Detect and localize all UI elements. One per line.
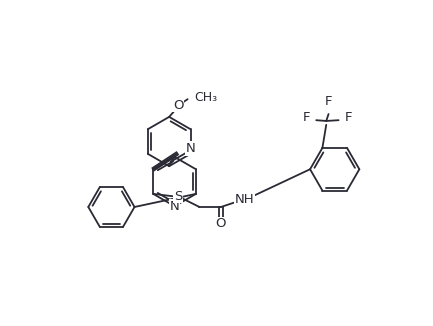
Text: F: F bbox=[345, 111, 352, 125]
Text: N: N bbox=[186, 142, 195, 155]
Text: O: O bbox=[173, 99, 184, 112]
Text: NH: NH bbox=[234, 193, 254, 206]
Text: F: F bbox=[303, 111, 310, 125]
Text: S: S bbox=[174, 190, 182, 203]
Text: CH₃: CH₃ bbox=[194, 91, 217, 104]
Text: F: F bbox=[325, 95, 332, 108]
Text: N: N bbox=[170, 200, 179, 213]
Text: O: O bbox=[216, 217, 226, 230]
